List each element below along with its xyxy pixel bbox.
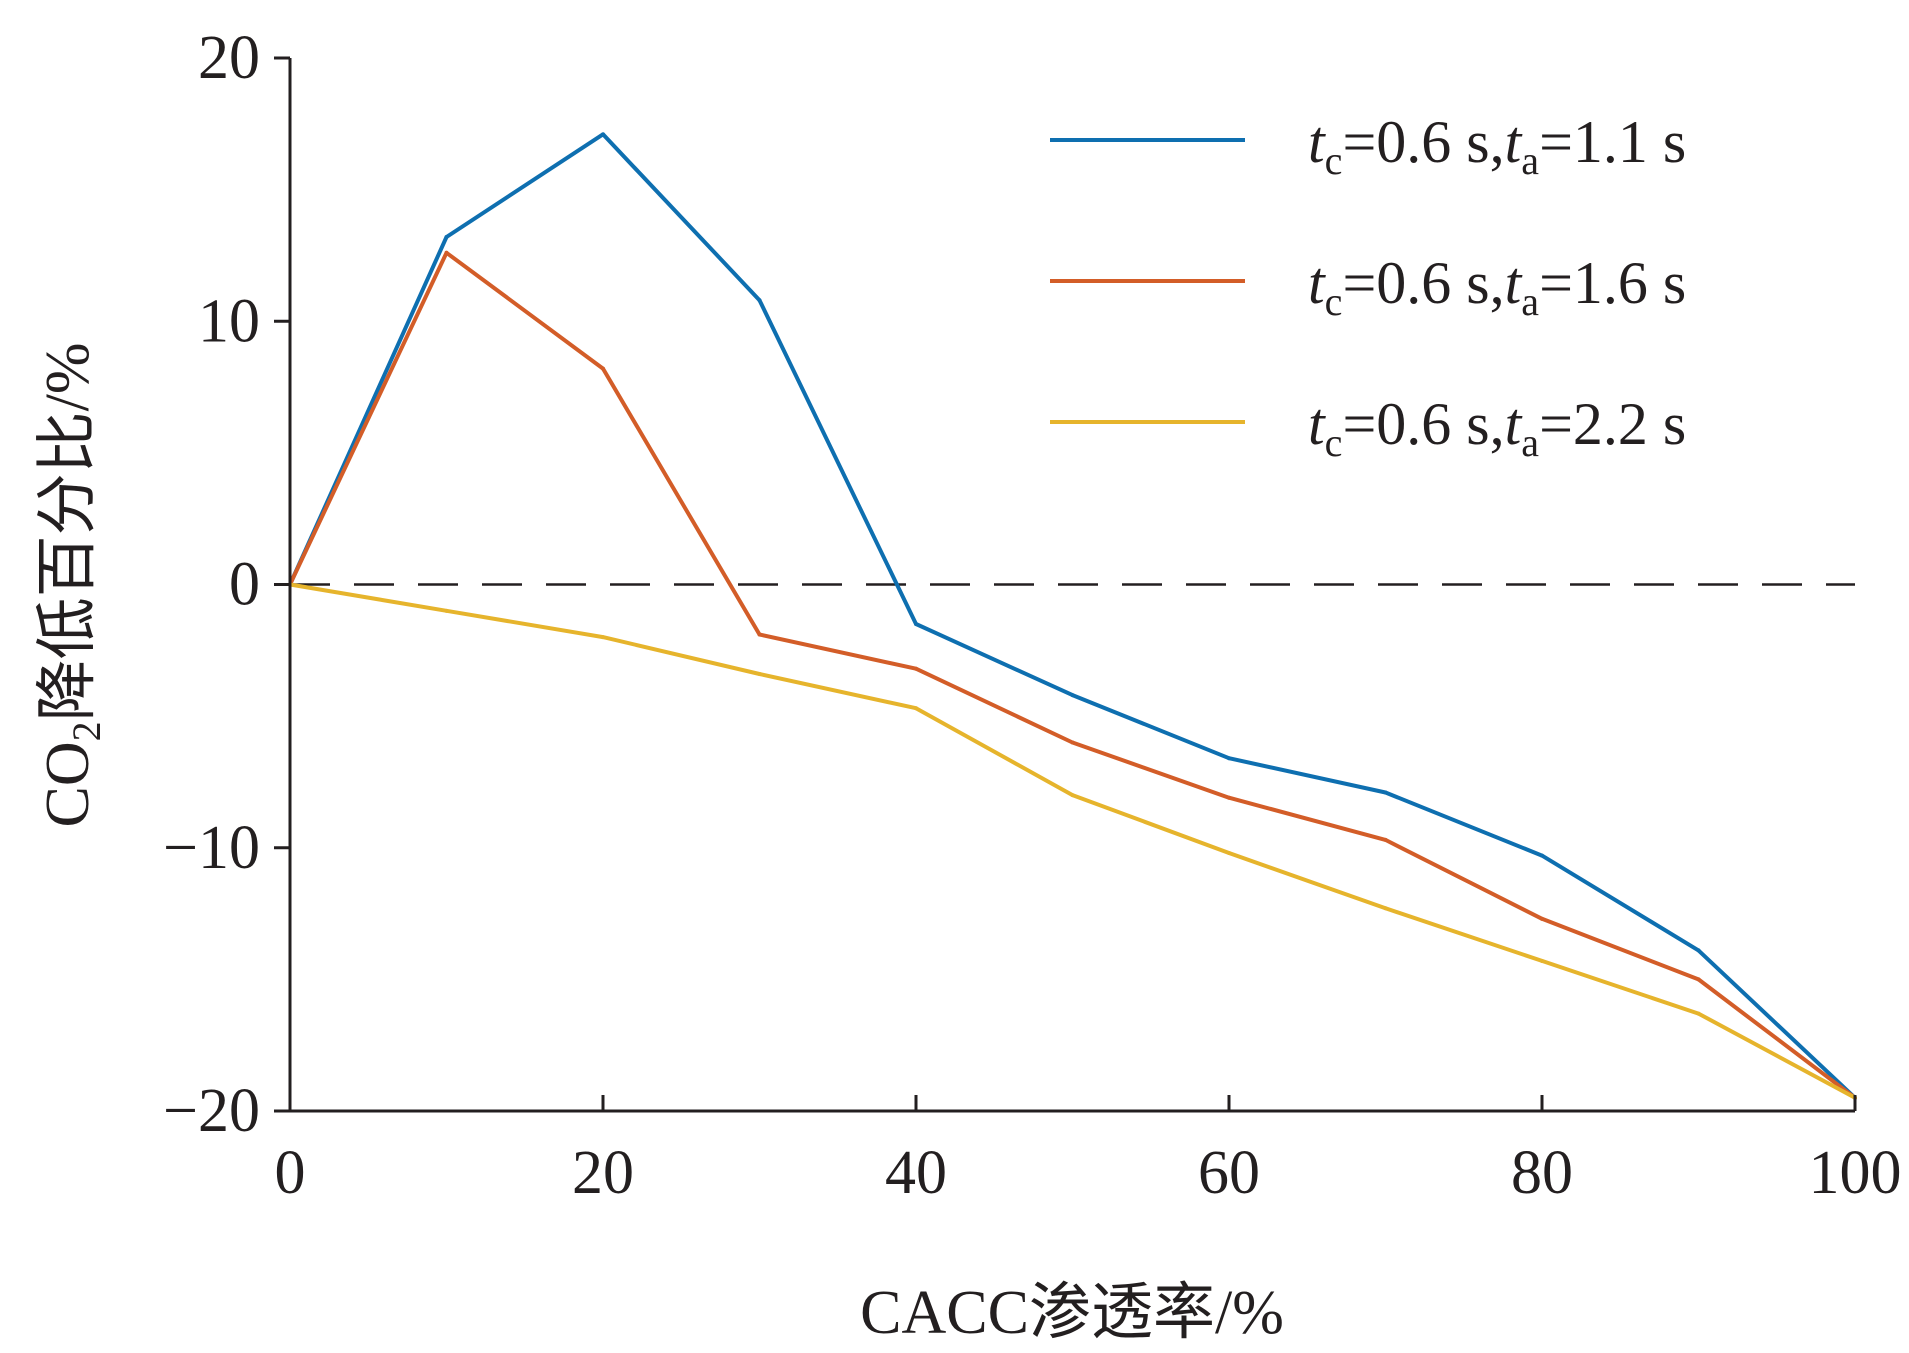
series-1-point	[1070, 693, 1075, 698]
series-3-point	[1696, 1011, 1701, 1016]
series-1-point	[1383, 790, 1388, 795]
series-1-point	[1540, 853, 1544, 858]
legend-label-3: tc=0.6 s,ta=2.2 s	[1308, 391, 1686, 465]
x-tick-label: 100	[1809, 1139, 1902, 1207]
series-3-point	[444, 608, 449, 613]
series-line-2	[288, 250, 1857, 1100]
y-axis-label-prefix: CO	[34, 741, 102, 827]
series-2-point	[1227, 795, 1231, 800]
series-1-point	[757, 298, 762, 303]
series-2-point	[601, 366, 605, 371]
y-tick-label: 0	[229, 551, 260, 619]
series-2-point	[1696, 977, 1701, 982]
series-2-point	[1383, 837, 1388, 842]
y-axis-label-subscript: 2	[64, 721, 109, 741]
series-1-point	[444, 235, 449, 240]
y-tick-label: 10	[198, 287, 260, 355]
legend-label-2: tc=0.6 s,ta=1.6 s	[1308, 250, 1686, 324]
x-tick-label: 80	[1511, 1139, 1573, 1207]
series-2-point	[444, 250, 449, 255]
series-line-3	[289, 582, 1856, 1100]
y-axis-label: CO2降低百分比/%	[34, 342, 109, 827]
series-3-point	[1383, 906, 1388, 911]
x-axis-label: CACC渗透率/%	[860, 1279, 1284, 1347]
series-3-point	[914, 706, 918, 711]
series-3-point	[1540, 958, 1544, 963]
series-1-point	[601, 132, 605, 137]
series-2-point	[1540, 916, 1544, 921]
series-2-point	[757, 632, 762, 637]
series-3-point	[1070, 793, 1075, 798]
series-1-point	[914, 621, 918, 626]
series-1-point	[1227, 756, 1231, 761]
series-2-point	[1070, 740, 1075, 745]
series-3-point	[601, 635, 605, 640]
y-tick-label: 20	[198, 24, 260, 92]
legend: tc=0.6 s,ta=1.1 s tc=0.6 s,ta=1.6 s tc=0.6…	[1050, 109, 1686, 465]
x-tick-label: 40	[885, 1139, 947, 1207]
x-tick-label: 60	[1198, 1139, 1260, 1207]
x-tick-label: 0	[275, 1139, 306, 1207]
series-3-point	[757, 672, 762, 677]
series-2-point	[914, 666, 918, 671]
legend-label-1: tc=0.6 s,ta=1.1 s	[1308, 109, 1686, 183]
series-1-point	[1696, 948, 1701, 953]
x-tick-label: 20	[572, 1139, 634, 1207]
y-tick-label: −10	[163, 814, 260, 882]
y-axis-label-suffix: 降低百分比/%	[34, 342, 102, 721]
y-tick-label: −20	[163, 1077, 260, 1145]
series-3-point	[1227, 851, 1231, 856]
